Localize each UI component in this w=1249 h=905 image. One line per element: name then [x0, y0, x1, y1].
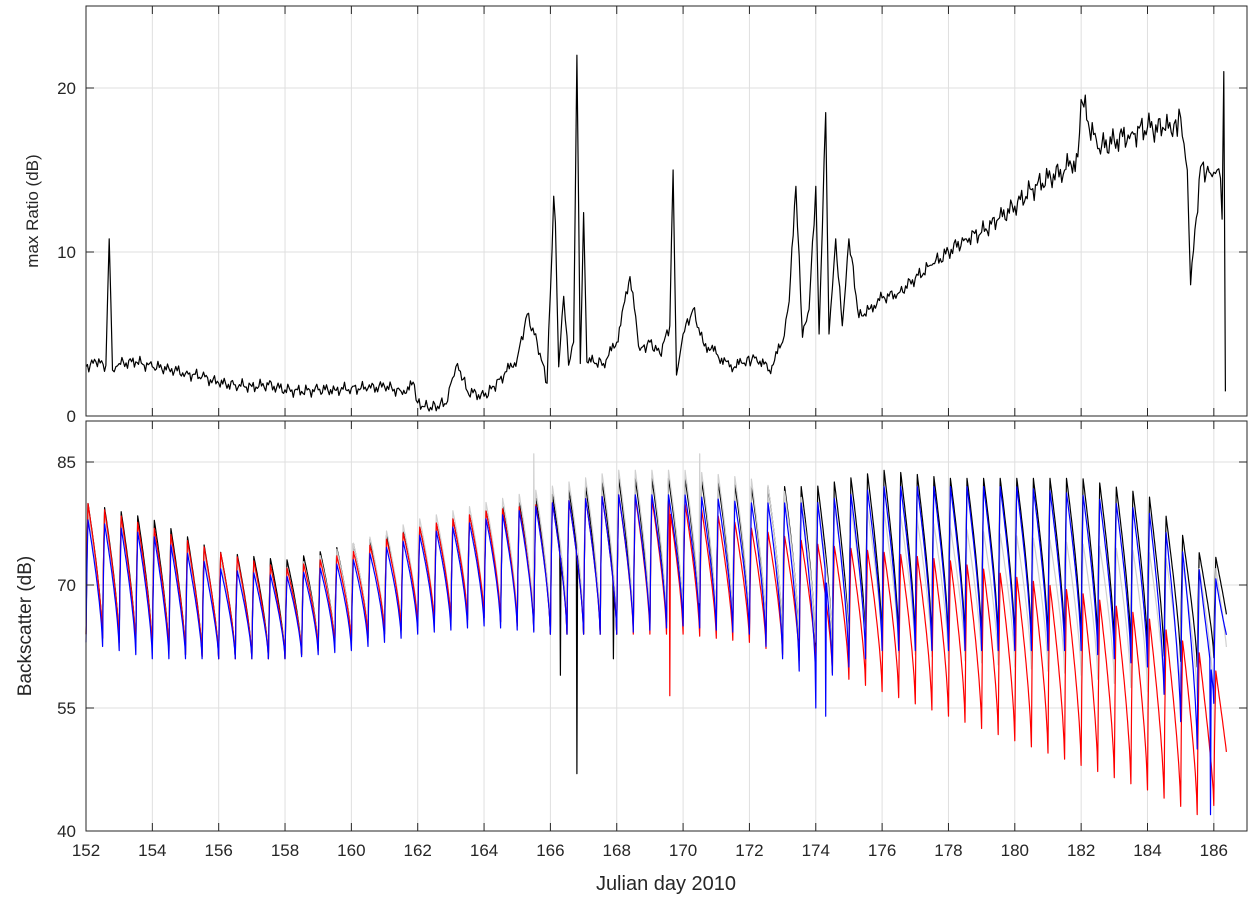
x-tick-label: 170: [669, 841, 697, 860]
x-tick-label: 168: [603, 841, 631, 860]
y-tick-label: 70: [57, 576, 76, 595]
x-tick-label: 158: [271, 841, 299, 860]
y-axis-label-max-ratio: max Ratio (dB): [23, 154, 42, 267]
x-tick-label: 186: [1200, 841, 1228, 860]
x-tick-label: 166: [536, 841, 564, 860]
series-max-ratio: [85, 54, 1226, 412]
x-axis-label-julian-day: Julian day 2010: [596, 873, 736, 895]
x-tick-label: 160: [337, 841, 365, 860]
series-backscatter: [85, 453, 1227, 816]
series-line-top-0: [85, 54, 1226, 412]
bottom-axes-backscatter: 152 154 156 158 160 162 164 166 168 170 172 174 176 1…: [15, 420, 1248, 895]
x-tick-label: 174: [802, 841, 830, 860]
y-axis-label-backscatter: Backscatter (dB): [15, 556, 36, 696]
x-tick-label: 162: [404, 841, 432, 860]
x-tick-label: 176: [868, 841, 896, 860]
x-tick-label: 172: [735, 841, 763, 860]
y-tick-label: 40: [57, 822, 76, 841]
x-tick-label: 156: [204, 841, 232, 860]
y-tick-label: 20: [57, 79, 76, 98]
x-tick-label: 180: [1001, 841, 1029, 860]
y-tick-label: 85: [57, 453, 76, 472]
x-tick-label: 154: [138, 841, 166, 860]
y-tick-label: 0: [67, 407, 76, 426]
series-line-bottom-2: [85, 494, 1227, 816]
y-tick-label: 10: [57, 243, 76, 262]
top-axes-max-ratio: 0 10 20 max Ratio (dB): [23, 5, 1248, 426]
x-tick-label: 178: [934, 841, 962, 860]
ticks-top: 0 10 20: [57, 6, 1247, 426]
x-tick-label: 164: [470, 841, 498, 860]
ticks-bottom: 152 154 156 158 160 162 164 166 168 170 172 174 176 1…: [57, 421, 1247, 860]
y-tick-label: 55: [57, 699, 76, 718]
x-tick-label: 184: [1133, 841, 1161, 860]
series-line-bottom-3: [85, 486, 1227, 816]
series-line-bottom-0: [85, 469, 1227, 775]
x-tick-label: 152: [72, 841, 100, 860]
x-tick-label: 182: [1067, 841, 1095, 860]
